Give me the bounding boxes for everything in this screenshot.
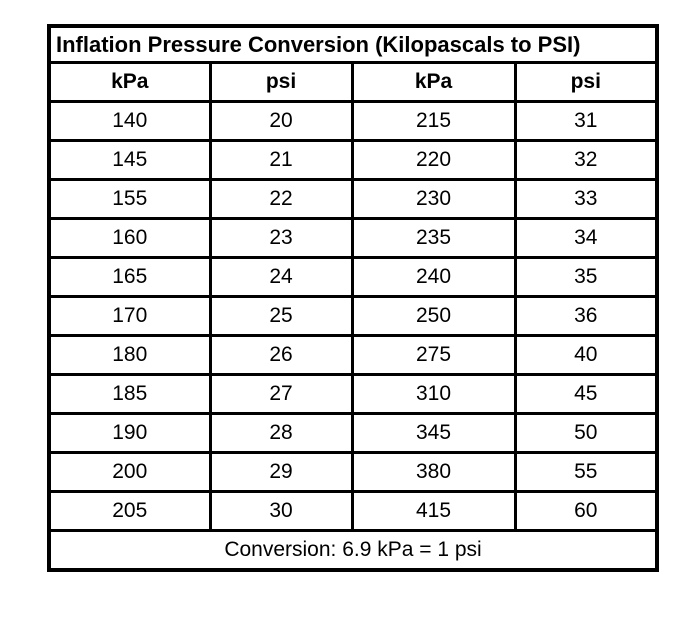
psi-cell: 26	[208, 334, 354, 376]
psi-cell: 29	[208, 451, 354, 493]
inflation-pressure-conversion-table: Inflation Pressure Conversion (Kilopasca…	[47, 24, 660, 572]
kpa-cell: 235	[350, 217, 517, 259]
kpa-cell: 160	[47, 217, 212, 259]
psi-cell: 50	[513, 412, 659, 454]
header-psi-right: psi	[513, 61, 659, 103]
table-row: 205 30 415 60	[47, 490, 659, 532]
psi-cell: 40	[513, 334, 659, 376]
kpa-cell: 140	[47, 100, 212, 142]
kpa-cell: 180	[47, 334, 212, 376]
kpa-cell: 345	[350, 412, 517, 454]
psi-cell: 28	[208, 412, 354, 454]
kpa-cell: 230	[350, 178, 517, 220]
header-kpa-right: kPa	[350, 61, 517, 103]
kpa-cell: 310	[350, 373, 517, 415]
kpa-cell: 415	[350, 490, 517, 532]
conversion-footnote: Conversion: 6.9 kPa = 1 psi	[47, 529, 659, 572]
psi-cell: 55	[513, 451, 659, 493]
kpa-cell: 200	[47, 451, 212, 493]
kpa-cell: 250	[350, 295, 517, 337]
psi-cell: 27	[208, 373, 354, 415]
table-row: 160 23 235 34	[47, 217, 659, 259]
psi-cell: 33	[513, 178, 659, 220]
kpa-cell: 165	[47, 256, 212, 298]
title-row: Inflation Pressure Conversion (Kilopasca…	[47, 24, 659, 64]
kpa-cell: 145	[47, 139, 212, 181]
kpa-cell: 185	[47, 373, 212, 415]
psi-cell: 24	[208, 256, 354, 298]
psi-cell: 45	[513, 373, 659, 415]
psi-cell: 25	[208, 295, 354, 337]
conversion-table-body: 140 20 215 31 145 21 220 32 155 22 230 33 160 23 235 34…	[47, 100, 659, 532]
psi-cell: 21	[208, 139, 354, 181]
table-row: 165 24 240 35	[47, 256, 659, 298]
table-row: 200 29 380 55	[47, 451, 659, 493]
kpa-cell: 205	[47, 490, 212, 532]
psi-cell: 23	[208, 217, 354, 259]
kpa-cell: 170	[47, 295, 212, 337]
header-kpa-left: kPa	[47, 61, 212, 103]
kpa-cell: 240	[350, 256, 517, 298]
table-row: 180 26 275 40	[47, 334, 659, 376]
psi-cell: 36	[513, 295, 659, 337]
table-row: 190 28 345 50	[47, 412, 659, 454]
kpa-cell: 380	[350, 451, 517, 493]
kpa-cell: 220	[350, 139, 517, 181]
table-row: 155 22 230 33	[47, 178, 659, 220]
kpa-cell: 275	[350, 334, 517, 376]
kpa-cell: 155	[47, 178, 212, 220]
psi-cell: 60	[513, 490, 659, 532]
table-title: Inflation Pressure Conversion (Kilopasca…	[47, 24, 659, 64]
footer-row: Conversion: 6.9 kPa = 1 psi	[47, 529, 659, 572]
table-row: 185 27 310 45	[47, 373, 659, 415]
psi-cell: 20	[208, 100, 354, 142]
table-row: 145 21 220 32	[47, 139, 659, 181]
table-row: 140 20 215 31	[47, 100, 659, 142]
psi-cell: 31	[513, 100, 659, 142]
header-row: kPa psi kPa psi	[47, 61, 659, 103]
kpa-cell: 215	[350, 100, 517, 142]
kpa-cell: 190	[47, 412, 212, 454]
table-row: 170 25 250 36	[47, 295, 659, 337]
psi-cell: 22	[208, 178, 354, 220]
psi-cell: 32	[513, 139, 659, 181]
psi-cell: 34	[513, 217, 659, 259]
header-psi-left: psi	[208, 61, 354, 103]
psi-cell: 30	[208, 490, 354, 532]
psi-cell: 35	[513, 256, 659, 298]
